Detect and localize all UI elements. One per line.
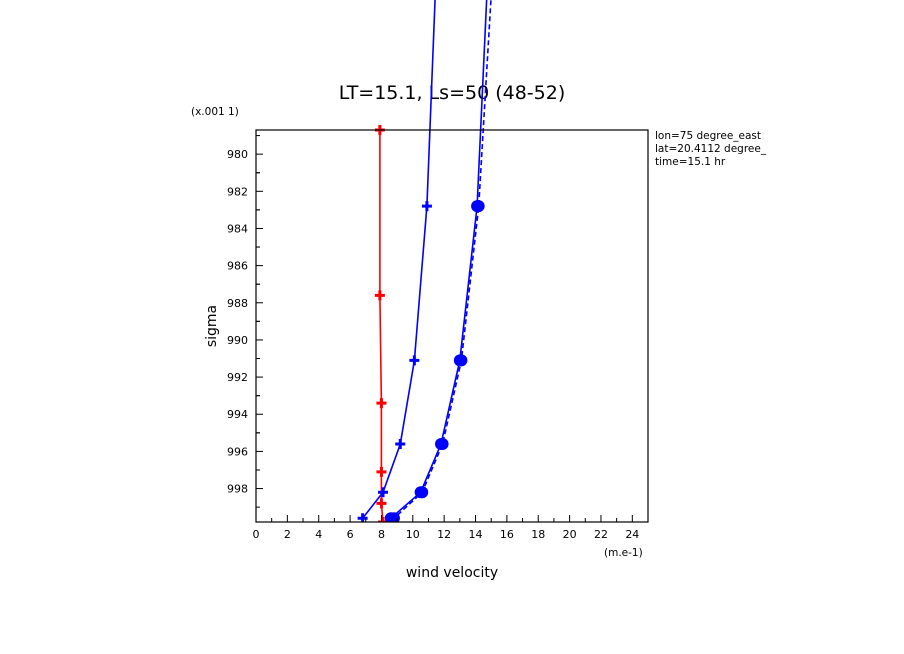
data-point bbox=[472, 200, 485, 213]
x-axis-label: wind velocity bbox=[406, 565, 498, 581]
series-4 bbox=[387, 0, 492, 522]
x-tick-label: 18 bbox=[531, 528, 545, 541]
series-line bbox=[379, 130, 384, 522]
data-point bbox=[378, 487, 389, 498]
y-tick-label: 988 bbox=[227, 297, 248, 310]
x-tick-label: 24 bbox=[625, 528, 639, 541]
data-point bbox=[376, 398, 387, 409]
x-unit-label: (m.e-1) bbox=[604, 547, 643, 559]
x-tick-label: 4 bbox=[315, 528, 322, 541]
data-point bbox=[376, 498, 387, 509]
y-tick-label: 990 bbox=[227, 334, 248, 347]
y-tick-label: 980 bbox=[227, 148, 248, 161]
x-tick-label: 14 bbox=[469, 528, 483, 541]
chart-title: LT=15.1, Ls=50 (48-52) bbox=[339, 82, 566, 104]
y-tick-label: 992 bbox=[227, 371, 248, 384]
y-axis-label: sigma bbox=[204, 305, 220, 347]
y-tick-label: 986 bbox=[227, 260, 248, 273]
series-layer bbox=[357, 0, 492, 522]
data-point bbox=[421, 201, 432, 212]
info-line: lat=20.4112 degree_ bbox=[655, 143, 767, 155]
x-tick-label: 20 bbox=[563, 528, 577, 541]
data-point bbox=[409, 355, 420, 366]
data-point bbox=[378, 517, 389, 522]
y-tick-label: 982 bbox=[227, 185, 248, 198]
x-tick-label: 12 bbox=[437, 528, 451, 541]
x-tick-label: 8 bbox=[378, 528, 385, 541]
data-point bbox=[436, 437, 449, 450]
x-tick-label: 6 bbox=[347, 528, 354, 541]
y-tick-label: 996 bbox=[227, 445, 248, 458]
info-line: time=15.1 hr bbox=[655, 156, 726, 168]
info-line: lon=75 degree_east bbox=[655, 130, 761, 142]
x-tick-label: 2 bbox=[284, 528, 291, 541]
series-1 bbox=[374, 125, 389, 522]
x-tick-label: 16 bbox=[500, 528, 514, 541]
y-tick-label: 998 bbox=[227, 483, 248, 496]
y-tick-label: 994 bbox=[227, 408, 248, 421]
series-line bbox=[393, 0, 492, 519]
x-tick-label: 22 bbox=[594, 528, 608, 541]
series-line bbox=[390, 0, 488, 519]
series-2 bbox=[357, 0, 436, 522]
axes: 0 2 4 6 8 10 12 14 16 18 20 22 249809829849869889909… bbox=[227, 135, 649, 541]
y-tick-label: 984 bbox=[227, 222, 248, 235]
data-point bbox=[455, 354, 468, 367]
x-tick-label: 10 bbox=[406, 528, 420, 541]
data-point bbox=[395, 438, 406, 449]
data-point bbox=[416, 486, 429, 499]
data-point bbox=[376, 466, 387, 477]
series-line bbox=[361, 0, 436, 519]
y-unit-label: (x.001 1) bbox=[191, 106, 239, 118]
x-tick-label: 0 bbox=[253, 528, 260, 541]
data-point bbox=[374, 290, 385, 301]
plot-frame bbox=[255, 129, 649, 523]
